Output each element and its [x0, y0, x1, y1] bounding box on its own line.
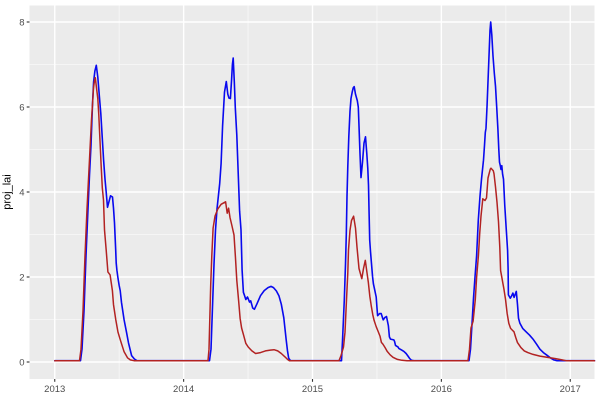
svg-text:8: 8 [19, 17, 24, 28]
svg-text:2017: 2017 [560, 384, 581, 395]
svg-text:proj_lai: proj_lai [2, 174, 14, 209]
svg-text:2015: 2015 [302, 384, 323, 395]
svg-text:0: 0 [19, 357, 24, 368]
svg-text:2013: 2013 [44, 384, 65, 395]
svg-text:2014: 2014 [173, 384, 194, 395]
svg-text:2: 2 [19, 272, 24, 283]
svg-text:2016: 2016 [431, 384, 452, 395]
svg-text:4: 4 [19, 187, 24, 198]
svg-text:6: 6 [19, 102, 24, 113]
